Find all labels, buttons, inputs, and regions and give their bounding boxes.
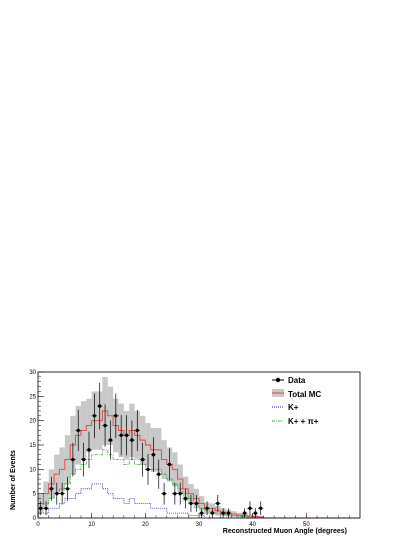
data-point xyxy=(98,404,102,408)
data-point xyxy=(49,487,54,491)
data-point xyxy=(189,501,193,506)
data-point xyxy=(81,457,86,462)
data-point xyxy=(178,491,182,496)
data-point xyxy=(173,491,177,496)
legend-data-label: Data xyxy=(288,376,306,385)
data-point xyxy=(87,448,91,452)
legend-data-marker xyxy=(275,377,281,383)
total-mc-histogram xyxy=(37,410,360,519)
x-tick-label: 30 xyxy=(196,522,203,528)
data-point xyxy=(216,501,220,506)
x-tick-label: 50 xyxy=(303,522,310,528)
data-point xyxy=(253,511,258,515)
y-tick-label: 5 xyxy=(33,492,37,498)
data-point xyxy=(167,462,172,467)
data-point xyxy=(199,511,204,515)
data-point xyxy=(162,491,166,496)
data-point xyxy=(108,438,113,442)
data-point xyxy=(151,453,156,457)
legend: Data Total MC K+ K+ + π+ xyxy=(272,376,321,426)
y-axis-title: Number of Events xyxy=(10,450,17,510)
x-axis-title: Reconstructed Muon Angle (degrees) xyxy=(223,528,347,535)
legend-entry-kplus: K+ xyxy=(272,403,299,412)
y-tick-label: 15 xyxy=(29,443,36,449)
data-point xyxy=(44,506,48,510)
data-point xyxy=(242,511,247,515)
data-point xyxy=(76,428,80,433)
data-point xyxy=(157,472,161,476)
data-point xyxy=(210,511,215,515)
data-point xyxy=(205,506,209,510)
data-point xyxy=(71,457,75,462)
legend-kplus-piplus-label: K+ + π+ xyxy=(288,417,319,426)
data-point xyxy=(119,433,123,437)
data-point xyxy=(135,428,139,433)
data-point xyxy=(114,414,118,418)
x-tick-label: 10 xyxy=(88,522,95,528)
data-point xyxy=(140,457,145,462)
legend-entry-total-mc: Total MC xyxy=(272,389,321,399)
data-point xyxy=(124,433,129,437)
x-tick-label: 40 xyxy=(249,522,256,528)
y-tick-label: 20 xyxy=(29,419,36,425)
data-point xyxy=(103,423,107,428)
data-point xyxy=(248,506,252,510)
data-point xyxy=(60,491,64,496)
data-point xyxy=(221,511,225,515)
data-point xyxy=(259,506,263,510)
data-point xyxy=(65,487,70,491)
legend-total-mc-label: Total MC xyxy=(288,390,321,399)
data-point xyxy=(183,496,188,501)
data-point xyxy=(146,467,150,472)
axes: 0 5 10 15 20 25 30 0 10 20 30 40 50 xyxy=(29,370,361,528)
y-tick-label: 25 xyxy=(29,394,36,400)
kplus-piplus-histogram xyxy=(37,449,360,519)
y-tick-label: 30 xyxy=(29,370,36,376)
x-tick-label: 0 xyxy=(36,522,40,528)
y-tick-label: 10 xyxy=(29,467,36,473)
legend-entry-kplus-piplus: K+ + π+ xyxy=(272,417,319,426)
data-point xyxy=(194,501,199,506)
data-point xyxy=(226,511,231,515)
data-point xyxy=(92,414,97,418)
legend-kplus-label: K+ xyxy=(288,403,299,412)
data-point xyxy=(130,438,134,442)
x-tick-label: 20 xyxy=(142,522,149,528)
y-tick-label: 0 xyxy=(33,516,37,522)
legend-entry-data: Data xyxy=(272,376,306,385)
plot-area xyxy=(37,376,360,519)
data-point xyxy=(55,491,59,496)
